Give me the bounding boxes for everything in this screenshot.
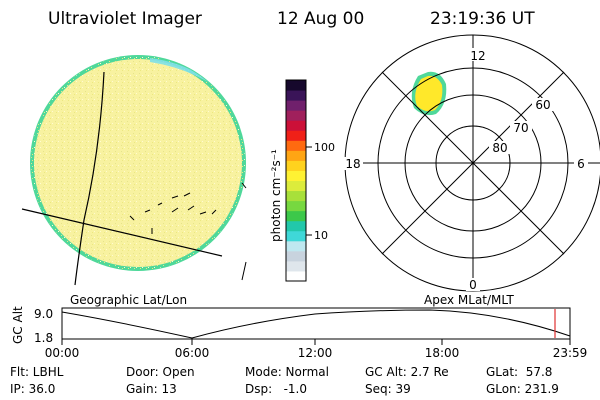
scale-tick-100: 100 — [314, 141, 335, 154]
label-bg-60 — [532, 98, 554, 111]
color-scale-segment — [286, 110, 306, 121]
altitude-ymin: 1.8 — [34, 331, 53, 345]
info-seq: Seq: 39 — [365, 382, 411, 396]
meridian-line — [74, 71, 105, 286]
date: 12 Aug 00 — [277, 9, 364, 29]
label-bg-0 — [466, 278, 480, 291]
altitude-frame — [61, 307, 571, 340]
altitude-ymax: 9.0 — [34, 307, 53, 321]
info-filter: Flt: LBHL — [10, 365, 64, 379]
mlt-label-12: 12 — [470, 49, 485, 63]
polar-mlt-plot: 12 18 6 0 60 70 80 — [343, 34, 600, 292]
scale-tick-10: 10 — [314, 229, 328, 242]
color-scale-bar — [286, 80, 306, 282]
earth-texture — [31, 56, 245, 270]
time-tick-0000: 00:00 — [45, 346, 80, 360]
mlat-label-60: 60 — [535, 98, 550, 112]
coast-marks — [129, 182, 247, 281]
label-geographic: Geographic Lat/Lon — [70, 293, 187, 307]
altitude-axis-title: GC Alt — [11, 306, 25, 344]
mlt-label-18: 18 — [345, 157, 360, 171]
color-scale-frame — [285, 79, 307, 282]
latitude-line — [21, 208, 223, 257]
info-ip: IP: 36.0 — [10, 382, 55, 396]
color-scale-segment — [286, 180, 306, 192]
time-tick-1800: 18:00 — [425, 346, 460, 360]
color-scale-segment — [286, 200, 306, 212]
color-scale-segment — [286, 80, 306, 91]
info-mode: Mode: Normal — [245, 365, 329, 379]
color-scale-segment — [286, 250, 306, 262]
color-scale-segment — [286, 150, 306, 161]
info-gc-alt: GC Alt: 2.7 Re — [365, 365, 449, 379]
auroral-oval — [415, 75, 443, 112]
info-block: Flt: LBHL IP: 36.0 Door: Open Gain: 13 M… — [10, 365, 559, 396]
color-scale-segment — [286, 210, 306, 222]
label-bg-12 — [465, 48, 487, 61]
color-scale-segment — [286, 130, 306, 141]
color-scale-segment — [286, 270, 306, 282]
info-dsp: Dsp: -1.0 — [245, 382, 307, 396]
mlat-label-80: 80 — [492, 141, 507, 155]
mlat-label-70: 70 — [513, 121, 528, 135]
label-bg-70 — [510, 121, 532, 134]
label-bg-18 — [343, 157, 363, 170]
scale-unit-label: photon cm⁻²s⁻¹ — [269, 149, 283, 242]
info-door: Door: Open — [126, 365, 195, 379]
altitude-plot: GC Alt 9.0 1.8 00:00 06:00 12:00 18:00 2… — [11, 306, 587, 360]
info-glon: GLon: 231.9 — [486, 382, 559, 396]
color-scale-segment — [286, 190, 306, 202]
time-ut: 23:19:36 UT — [430, 9, 535, 29]
label-bg-6 — [574, 157, 588, 170]
color-scale-segment — [286, 240, 306, 252]
label-bg-80 — [489, 141, 511, 154]
color-scale-segment — [286, 220, 306, 232]
altitude-curve — [61, 309, 571, 339]
time-tick-1200: 12:00 — [298, 346, 333, 360]
info-gain: Gain: 13 — [126, 382, 177, 396]
color-scale-segment — [286, 100, 306, 111]
color-scale-segment — [286, 90, 306, 101]
mlt-label-6: 6 — [577, 157, 585, 171]
color-scale-segment — [286, 140, 306, 151]
color-scale-segment — [286, 170, 306, 181]
time-tick-0600: 06:00 — [175, 346, 210, 360]
color-scale-segment — [286, 260, 306, 272]
label-apex: Apex MLat/MLT — [424, 293, 514, 307]
info-glat: GLat: 57.8 — [486, 365, 552, 379]
mlt-label-0: 0 — [469, 278, 477, 292]
title: Ultraviolet Imager — [48, 9, 202, 29]
color-scale-segment — [286, 120, 306, 131]
earth-image — [21, 55, 247, 286]
time-tick-2359: 23:59 — [553, 346, 588, 360]
auroral-glow — [150, 58, 240, 110]
color-scale-segment — [286, 230, 306, 242]
color-scale-segment — [286, 160, 306, 171]
